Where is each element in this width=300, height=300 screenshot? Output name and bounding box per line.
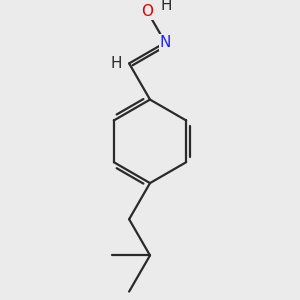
Text: H: H: [110, 56, 122, 71]
Text: H: H: [161, 0, 172, 13]
Text: O: O: [142, 4, 154, 19]
Text: N: N: [160, 35, 171, 50]
